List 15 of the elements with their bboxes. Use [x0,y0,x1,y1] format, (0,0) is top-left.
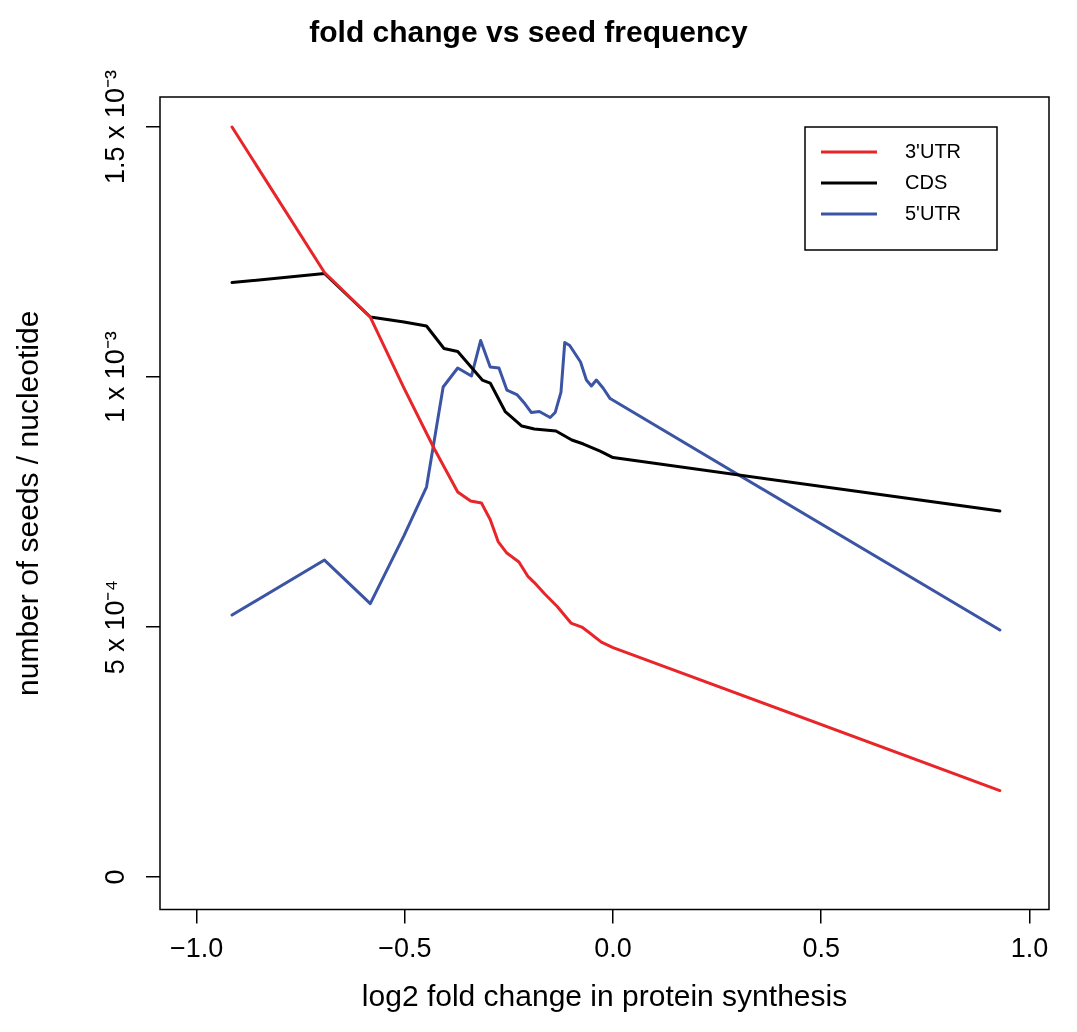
x-tick-label: −0.5 [378,933,432,964]
y-tick-label: 0 [99,869,130,885]
legend-label: CDS [905,170,948,193]
x-tick-label: 0.0 [594,933,632,964]
y-tick-label: 5 x 10⁻⁴ [99,579,130,675]
y-tick-label: 1.5 x 10⁻³ [99,69,130,185]
x-tick-label: 1.0 [1010,933,1049,964]
legend-label: 3'UTR [905,139,962,162]
chart-title: fold change vs seed frequency [309,15,749,49]
y-tick-label: 1 x 10⁻³ [99,331,130,423]
legend-label: 5'UTR [905,201,962,224]
x-tick-label: 0.5 [802,933,841,964]
x-tick-label: −1.0 [169,933,224,964]
y-axis-title: number of seeds / nucleotide [11,310,45,696]
x-axis-title: log2 fold change in protein synthesis [361,979,848,1013]
